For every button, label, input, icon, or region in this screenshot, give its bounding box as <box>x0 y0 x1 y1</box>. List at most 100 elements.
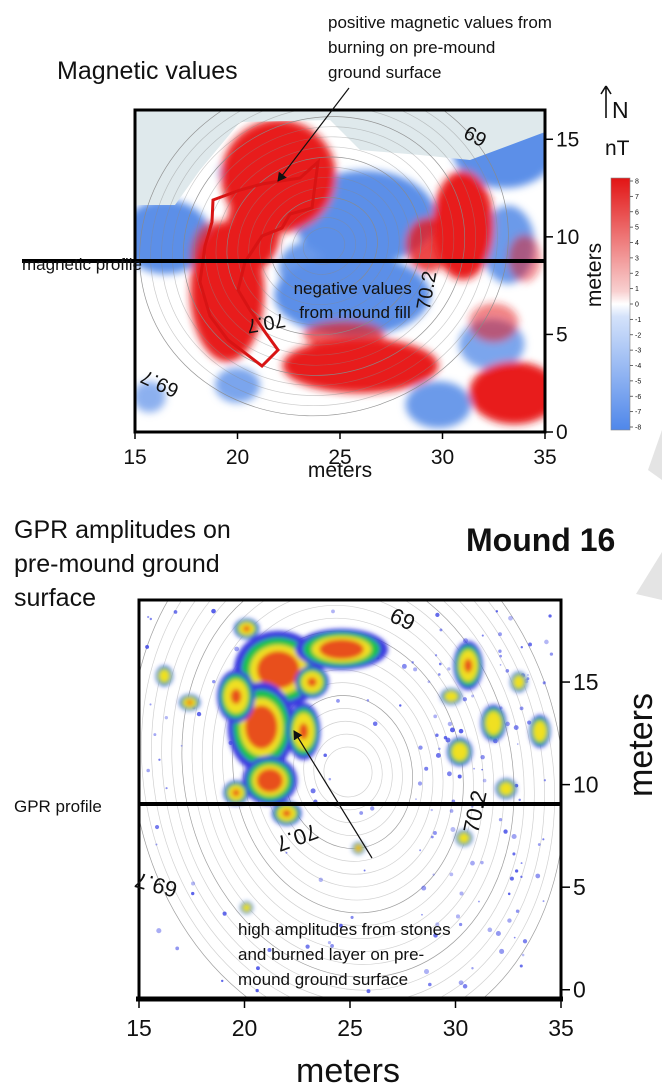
gpr-speckle <box>155 843 158 846</box>
gpr-speckle <box>548 614 552 618</box>
gpr-speckle <box>363 869 366 872</box>
colorbar-tick-label: 8 <box>635 179 639 186</box>
gpr-speckle <box>191 881 196 886</box>
gpr-speckle <box>359 811 364 815</box>
negative-annotation-line-1: negative values <box>294 279 412 298</box>
positive-anomaly <box>282 338 439 393</box>
gpr-speckle <box>480 754 485 760</box>
colorbar-tick-label: -6 <box>635 394 641 401</box>
gpr-speckle <box>518 798 521 802</box>
gpr-speckle <box>542 838 545 841</box>
gpr-speckle <box>256 966 260 971</box>
gpr-speckle <box>222 911 227 916</box>
gpr-speckle <box>427 680 431 684</box>
gpr-speckle <box>330 943 334 948</box>
gpr-speckle <box>495 931 501 937</box>
gpr-speckle <box>544 639 549 645</box>
gpr-speckle <box>336 698 340 703</box>
gpr-amplitude-zone <box>352 842 365 855</box>
y-tick-label: 0 <box>556 421 568 444</box>
magnetic-profile-label: magnetic profile <box>22 255 142 274</box>
gpr-speckle <box>435 752 441 758</box>
gpr-speckle <box>175 946 180 951</box>
gpr-speckle <box>455 914 461 919</box>
gpr-speckle <box>449 872 454 877</box>
gpr-speckle <box>434 654 438 657</box>
gpr-speckle <box>487 927 493 933</box>
gpr-profile-label: GPR profile <box>14 797 102 816</box>
gpr-speckle <box>158 758 161 761</box>
gpr-speckle <box>255 988 259 993</box>
contour-line <box>161 110 487 396</box>
colorbar-tick-label: -3 <box>635 348 641 355</box>
y-tick-label: 15 <box>573 669 599 695</box>
gpr-speckle <box>413 667 418 672</box>
gpr-speckle <box>418 745 423 750</box>
gpr-speckle <box>447 721 453 727</box>
gpr-amplitude-zone <box>480 704 507 742</box>
gpr-speckle <box>211 608 216 614</box>
gpr-speckle <box>339 923 343 928</box>
negative-annotation-line-2: from mound fill <box>299 303 410 322</box>
positive-annotation-arrow <box>277 87 350 182</box>
gpr-speckle <box>526 677 530 681</box>
positive-anomaly <box>469 303 519 343</box>
magnetic-title: Magnetic values <box>57 57 238 85</box>
x-tick-label: 20 <box>232 1015 258 1041</box>
gpr-speckle <box>513 936 516 939</box>
gpr-speckle <box>424 766 429 771</box>
gpr-speckle <box>212 679 216 684</box>
gpr-speckle <box>430 808 433 812</box>
gpr-speckle <box>180 744 183 747</box>
gpr-annotation-line-1: high amplitudes from stones <box>238 920 451 939</box>
gpr-speckle <box>471 694 475 698</box>
gpr-speckle <box>433 714 438 719</box>
positive-annotation-line-2: burning on pre-mound <box>328 38 495 57</box>
contour-line <box>172 110 476 386</box>
gpr-speckle <box>527 720 532 725</box>
gpr-speckle <box>366 989 371 994</box>
gpr-amplitude-zone <box>495 778 517 799</box>
gpr-speckle <box>520 646 523 649</box>
gpr-amplitude-zone <box>217 669 256 724</box>
magnetic-contour-lines <box>139 110 509 417</box>
gpr-speckle <box>267 947 272 952</box>
gpr-title: GPR amplitudes on pre-mound ground surfa… <box>14 516 238 612</box>
gpr-speckle <box>415 798 417 801</box>
gpr-speckle <box>432 831 437 835</box>
gpr-title-line-1: GPR amplitudes on <box>14 516 231 544</box>
positive-annotation-line-3: ground surface <box>328 63 441 82</box>
contour-line <box>171 600 525 991</box>
gpr-speckle <box>191 891 195 896</box>
gpr-speckle <box>471 967 474 970</box>
positive-values-annotation: positive magnetic values from burning on… <box>328 13 557 82</box>
gpr-speckle <box>145 644 150 649</box>
x-tick-label: 35 <box>548 1015 574 1041</box>
gpr-speckle <box>495 610 499 613</box>
gpr-amplitude-zone <box>453 641 483 691</box>
burned-area-outline <box>198 158 321 368</box>
gpr-speckle <box>366 699 370 702</box>
gpr-speckle <box>449 809 454 813</box>
gpr-speckle <box>149 617 153 621</box>
y-tick-label: 10 <box>573 772 599 798</box>
positive-anomaly <box>469 361 545 425</box>
gpr-speckle <box>196 711 202 717</box>
gpr-amplitude-zone <box>286 702 321 760</box>
gpr-speckle <box>323 753 327 757</box>
gpr-speckle <box>515 909 520 913</box>
contour-line <box>226 156 422 336</box>
gpr-speckle <box>432 873 435 876</box>
gpr-speckle <box>165 787 168 790</box>
colorbar-tick-label: -2 <box>635 332 641 339</box>
gpr-speckle <box>482 778 487 783</box>
gpr-speckle <box>438 673 441 676</box>
gpr-speckle <box>511 833 517 840</box>
gpr-speckle <box>435 733 439 737</box>
gpr-speckle <box>153 733 157 737</box>
gpr-speckle <box>498 632 502 637</box>
gpr-speckle <box>439 628 443 632</box>
y-tick-label: 5 <box>556 323 568 346</box>
gpr-speckle <box>401 663 407 669</box>
gpr-speckle <box>438 747 441 750</box>
